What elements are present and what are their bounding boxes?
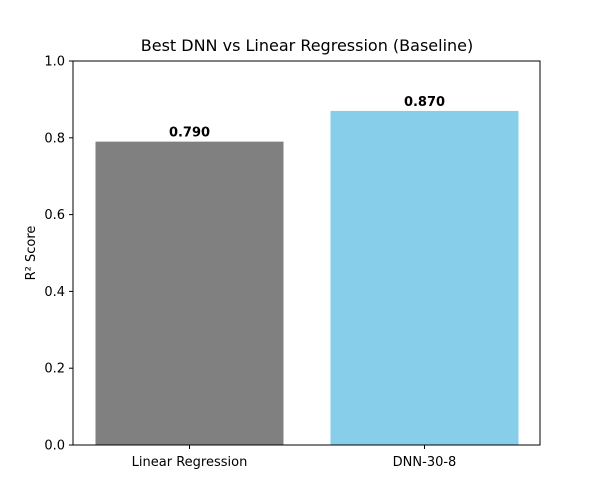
y-tick-label: 1.0 [44,55,65,70]
data-label: 0.870 [404,95,445,110]
x-tick-label: DNN-30-8 [393,455,457,470]
x-tick-label: Linear Regression [132,455,248,470]
y-tick-label: 0.0 [44,439,65,454]
bar-linear-regression [95,141,284,445]
y-tick-label: 0.6 [44,208,65,223]
data-label: 0.790 [169,126,210,141]
y-tick-label: 0.2 [44,362,65,377]
y-tick-label: 0.4 [44,285,65,300]
chart-title: Best DNN vs Linear Regression (Baseline) [141,36,473,55]
axes-frame [72,60,541,446]
plot-area: 0.790 Linear Regression 0.870 DNN-30-8 0.0 0.… [44,55,541,470]
y-axis-label: R² Score [24,226,39,281]
y-tick-label: 0.8 [44,131,65,146]
bar-dnn-30-8 [330,110,519,446]
